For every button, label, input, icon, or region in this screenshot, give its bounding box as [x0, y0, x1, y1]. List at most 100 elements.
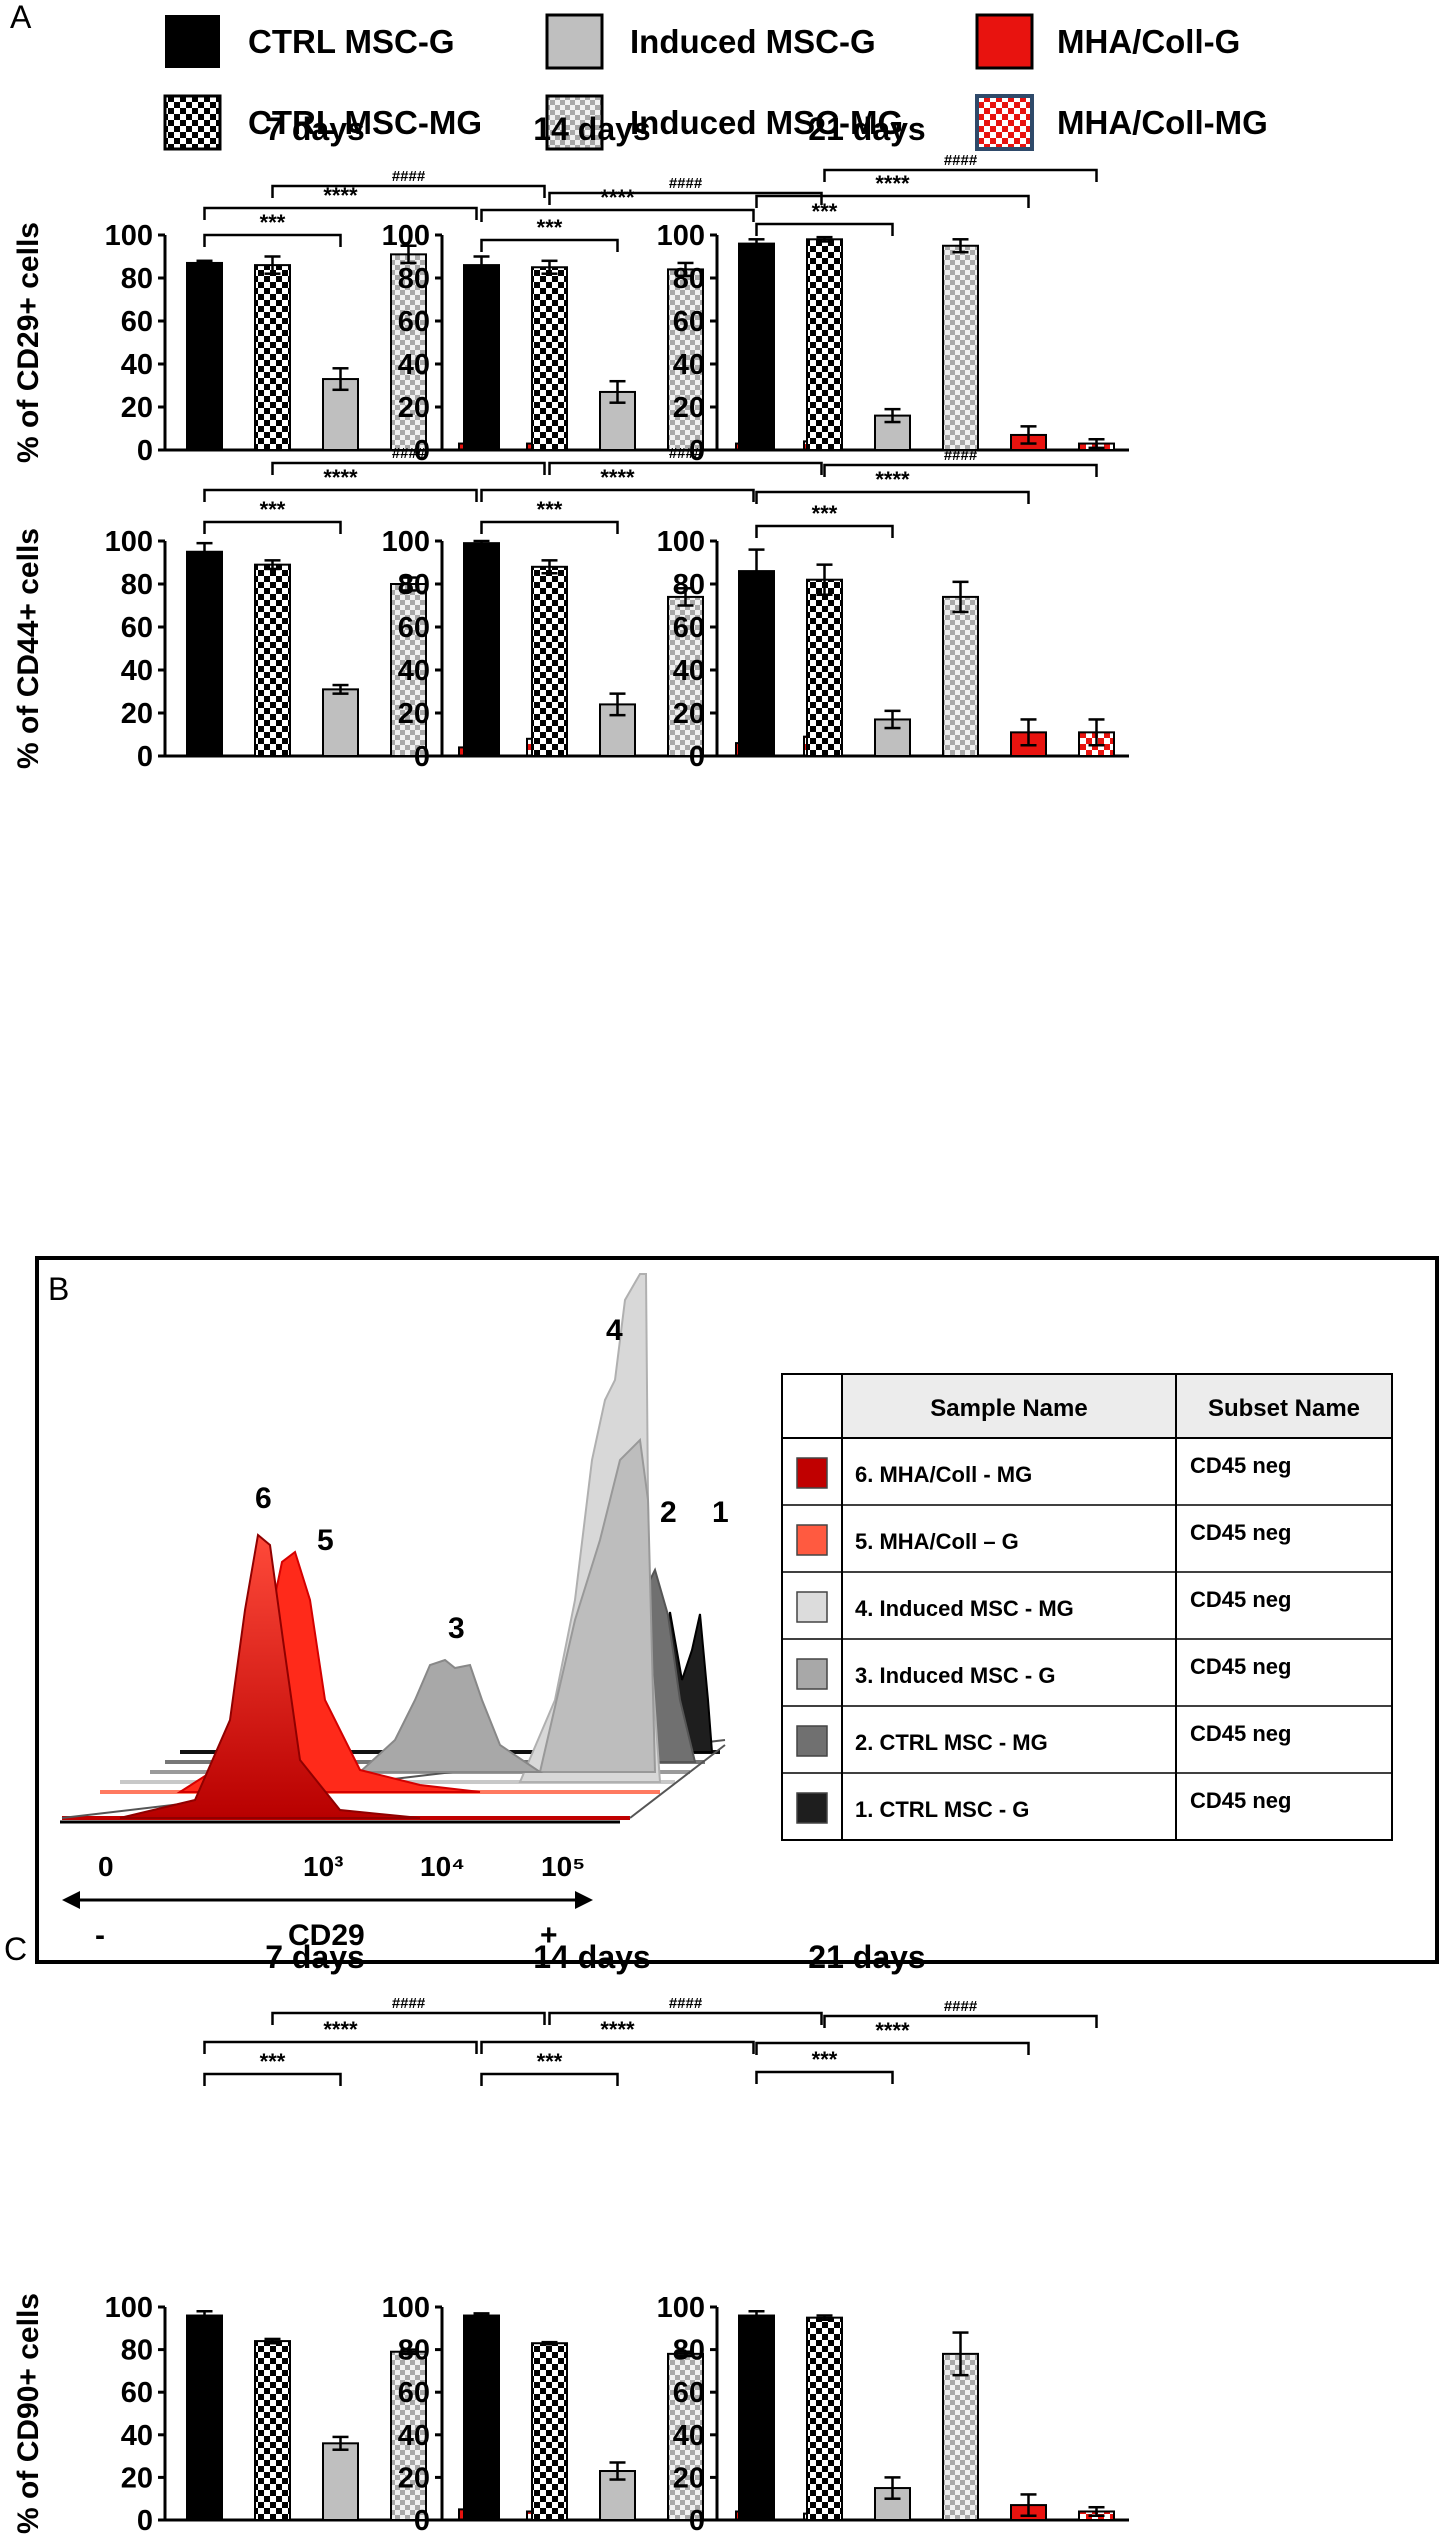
significance-label: #### [669, 175, 703, 192]
bar-ctrl-msc-g [186, 2314, 223, 2522]
table-header-subset-name: Subset Name [1208, 1395, 1360, 1422]
y-tick-label: 60 [398, 306, 430, 338]
bracket-line [755, 194, 1030, 208]
significance-bracket: *** [755, 501, 894, 538]
bracket-line [203, 488, 478, 502]
significance-bracket: #### [271, 1995, 546, 2025]
peak-label-1: 1 [712, 1496, 729, 1529]
bar-ctrl-msc-g [738, 2314, 775, 2522]
y-tick-label: 20 [398, 392, 430, 424]
significance-bracket: *** [755, 199, 894, 236]
bracket-line [203, 206, 478, 220]
y-tick-label: 100 [105, 2292, 153, 2324]
significance-bracket: #### [823, 152, 1098, 182]
bar-ctrl-msc-g [463, 542, 500, 758]
bar-induced-msc-mg [942, 595, 979, 758]
y-tick-label: 100 [105, 220, 153, 252]
significance-label: *** [812, 199, 838, 224]
bracket-line [203, 2072, 342, 2086]
y-tick-label: 40 [673, 2420, 705, 2452]
significance-label: #### [944, 1998, 978, 2015]
bar-induced-msc-mg [390, 583, 427, 757]
table-header-bg [842, 1374, 1392, 1438]
y-tick-label: 20 [121, 392, 153, 424]
y-tick-label: 20 [398, 698, 430, 730]
significance-label: **** [323, 465, 358, 490]
significance-label: #### [669, 445, 703, 462]
peak-label-4: 4 [606, 1314, 623, 1347]
histogram-curve-6 [119, 1533, 421, 1819]
legend-item-induced-msc-mg: Induced MSC-MG [545, 94, 903, 151]
y-tick-label: 20 [673, 392, 705, 424]
histogram-x-label: CD29 [288, 1919, 365, 1952]
significance-label: **** [875, 171, 910, 196]
significance-label: *** [537, 497, 563, 522]
bracket-line [755, 524, 894, 538]
bracket-line [823, 168, 1098, 182]
bar-induced-msc-mg [667, 2352, 704, 2522]
bracket-line [755, 490, 1030, 504]
legend-swatch [975, 13, 1034, 70]
table-row: 1. CTRL MSC - G CD45 neg [796, 1788, 1291, 1824]
chart-title: 21 days [808, 1939, 925, 1975]
significance-label: **** [600, 465, 635, 490]
bar-induced-msc-mg [667, 595, 704, 758]
y-tick-label: 80 [121, 263, 153, 295]
legend-item-mha-coll-mg: MHA/Coll-MG [975, 94, 1268, 151]
y-tick-label: 80 [398, 2335, 430, 2367]
y-tick-label: 80 [673, 263, 705, 295]
significance-bracket: **** [480, 2017, 755, 2054]
legend-swatch [975, 94, 1034, 151]
significance-bracket: #### [271, 445, 546, 475]
y-tick-label: 60 [121, 2377, 153, 2409]
row-sample-name: 2. CTRL MSC - MG [855, 1730, 1048, 1755]
row-sample-name: 6. MHA/Coll - MG [855, 1462, 1032, 1487]
y-tick-label: 40 [673, 349, 705, 381]
legend-item-ctrl-msc-g: CTRL MSC-G [165, 15, 455, 68]
bar-ctrl-msc-mg [254, 2340, 291, 2522]
significance-label: *** [537, 2049, 563, 2074]
peak-label-6: 6 [255, 1482, 272, 1515]
y-tick-label: 40 [673, 655, 705, 687]
y-axis-label: % of CD44+ cells [12, 528, 45, 769]
chart-title: 7 days [265, 111, 365, 147]
bar-ctrl-msc-mg [531, 2342, 568, 2521]
y-tick-label: 0 [689, 741, 705, 773]
bar-ctrl-msc-mg [806, 238, 843, 451]
bar-ctrl-msc-mg [254, 264, 291, 451]
y-tick-label: 60 [673, 612, 705, 644]
flow-cytometry-panel: 6 5 3 4 2 1 0 10³ 10⁴ 10⁵ - CD29 + [35, 1256, 1439, 1964]
significance-bracket: *** [480, 215, 619, 252]
row-subset-name: CD45 neg [1190, 1654, 1291, 1679]
y-tick-label: 60 [121, 612, 153, 644]
bar-ctrl-msc-g [463, 2314, 500, 2522]
bracket-line [271, 2011, 546, 2025]
y-tick-label: 60 [673, 306, 705, 338]
histogram-curve-3 [357, 1658, 544, 1773]
row-subset-name: CD45 neg [1190, 1520, 1291, 1545]
bar-induced-msc-mg [942, 2352, 979, 2522]
significance-label: **** [323, 2017, 358, 2042]
table-row: 3. Induced MSC - G CD45 neg [796, 1654, 1291, 1690]
significance-label: **** [600, 185, 635, 210]
bar-ctrl-msc-mg [806, 2316, 843, 2521]
row-color-swatch [796, 1591, 828, 1623]
bracket-line [480, 2072, 619, 2086]
bracket-line [823, 463, 1098, 477]
row-color-swatch [796, 1792, 828, 1824]
sample-table: Sample Name Subset Name 6. MHA/Coll - MG… [781, 1373, 1393, 1841]
bar-induced-msc-g [322, 2442, 359, 2522]
y-tick-label: 0 [414, 435, 430, 467]
bracket-line [203, 2040, 478, 2054]
legend-swatch [165, 15, 220, 68]
y-tick-label: 80 [121, 569, 153, 601]
significance-label: *** [260, 210, 286, 235]
table-rows: 6. MHA/Coll - MG CD45 neg 5. MHA/Coll – G C… [796, 1453, 1291, 1824]
row-color-swatch [796, 1658, 828, 1690]
y-tick-label: 80 [673, 569, 705, 601]
bar-induced-msc-g [322, 688, 359, 757]
